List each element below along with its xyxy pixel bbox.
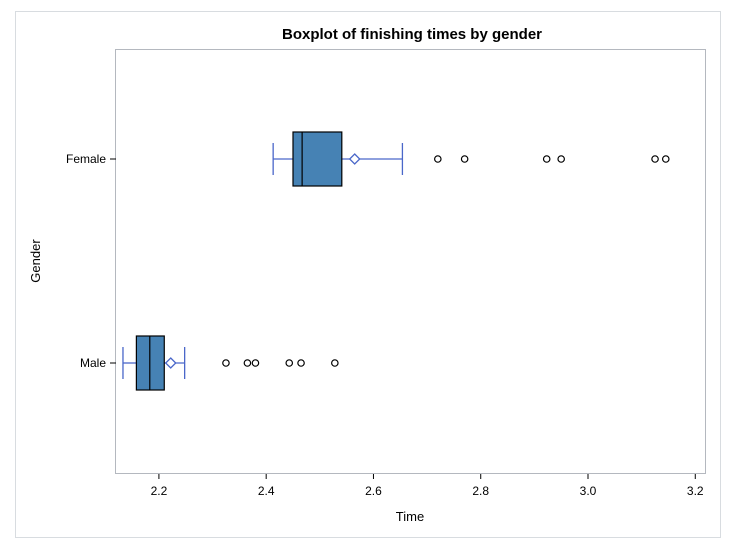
box-group-female	[272, 131, 670, 187]
outlier-point	[297, 359, 305, 367]
y-tick-label: Male	[80, 356, 106, 370]
outlier-point	[460, 155, 469, 163]
outlier-point	[251, 359, 260, 367]
outlier-point	[285, 359, 294, 367]
x-axis-label: Time	[396, 509, 424, 524]
outlier-point	[542, 155, 551, 163]
y-tick-label: Female	[66, 152, 106, 166]
mean-marker	[164, 357, 177, 369]
x-tick-label: 3.0	[580, 484, 597, 498]
x-tick-label: 2.8	[472, 484, 489, 498]
mean-marker	[348, 153, 361, 165]
box-series	[122, 131, 670, 391]
x-tick-label: 2.6	[365, 484, 382, 498]
chart-border	[15, 11, 721, 538]
iqr-box	[292, 131, 343, 187]
outlier-point	[651, 155, 659, 163]
box-group-male	[122, 335, 339, 391]
chart-title: Boxplot of finishing times by gender	[282, 26, 542, 43]
y-axis-label: Gender	[28, 239, 43, 283]
plot-area-frame	[115, 49, 706, 474]
x-axis: 2.2 2.4 2.6 2.8 3.0 3.2	[151, 474, 704, 498]
x-tick-label: 3.2	[687, 484, 704, 498]
x-tick-label: 2.2	[151, 484, 168, 498]
outlier-point	[661, 155, 670, 163]
y-axis: Female Male	[66, 152, 116, 370]
outlier-point	[331, 359, 339, 367]
outlier-point	[557, 155, 565, 163]
outlier-point	[434, 155, 442, 163]
outlier-point	[243, 359, 252, 367]
outlier-point	[222, 359, 230, 367]
x-tick-label: 2.4	[258, 484, 275, 498]
